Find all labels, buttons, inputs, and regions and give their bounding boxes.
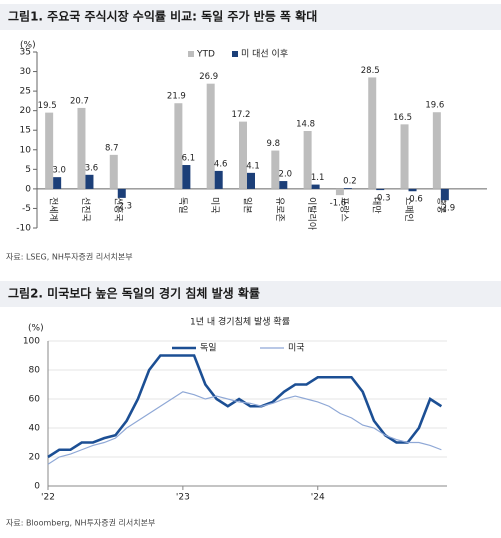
x-tick-label: 전세계 bbox=[48, 197, 60, 222]
bar bbox=[239, 121, 247, 189]
value-label: 8.7 bbox=[105, 143, 119, 153]
x-tick-label: 대만 bbox=[371, 197, 382, 214]
y-tick-label: 5 bbox=[25, 165, 31, 175]
y-tick-label: 15 bbox=[20, 126, 31, 136]
y-tick-label: -10 bbox=[16, 224, 31, 234]
value-label: 26.9 bbox=[199, 72, 218, 82]
value-label: 3.0 bbox=[52, 166, 66, 176]
value-label: 9.8 bbox=[267, 139, 281, 149]
value-label: 1.1 bbox=[311, 173, 325, 183]
y-tick-label: 80 bbox=[29, 366, 41, 376]
figure-title: 그림1. 주요국 주식시장 수익률 비교: 독일 주가 반등 폭 확대 bbox=[8, 9, 317, 24]
legend-swatch bbox=[188, 51, 194, 57]
bar bbox=[335, 188, 344, 196]
y-tick-label: 100 bbox=[23, 337, 40, 347]
bar bbox=[174, 103, 183, 189]
value-label: 16.5 bbox=[393, 113, 412, 123]
title-band bbox=[0, 4, 501, 30]
bar bbox=[311, 184, 320, 189]
y-axis-unit: (%) bbox=[20, 41, 36, 51]
bar bbox=[440, 188, 449, 201]
x-tick-label: '23 bbox=[176, 493, 190, 503]
legend-swatch bbox=[232, 51, 238, 57]
bar bbox=[247, 172, 255, 189]
legend-label: 독일 bbox=[200, 343, 217, 354]
value-label: 4.1 bbox=[246, 161, 260, 171]
value-label: 20.7 bbox=[70, 96, 89, 106]
value-label: 0.2 bbox=[343, 177, 357, 187]
value-label: 6.1 bbox=[182, 154, 196, 164]
value-label: -1.6 bbox=[330, 199, 347, 209]
bar bbox=[432, 112, 441, 189]
bar bbox=[279, 181, 288, 189]
value-label: -2.3 bbox=[115, 201, 132, 211]
value-label: 21.9 bbox=[167, 92, 186, 102]
bar bbox=[117, 188, 126, 198]
bar bbox=[77, 107, 86, 189]
value-label: 17.2 bbox=[232, 110, 251, 120]
title-band bbox=[0, 281, 501, 307]
y-tick-label: 30 bbox=[20, 67, 32, 77]
legend-label: 미국 bbox=[288, 343, 305, 354]
y-tick-label: 25 bbox=[20, 87, 31, 97]
legend-label: 미 대선 이후 bbox=[241, 49, 288, 60]
bar bbox=[53, 177, 62, 189]
x-tick-label: 홍콩 bbox=[435, 197, 447, 214]
value-label: -0.6 bbox=[406, 195, 423, 205]
value-label: -2.9 bbox=[439, 204, 456, 214]
x-tick-label: '24 bbox=[311, 493, 325, 503]
source: 자료: Bloomberg, NH투자증권 리서치본부 bbox=[6, 518, 155, 528]
y-tick-label: 0 bbox=[25, 184, 31, 194]
bar bbox=[85, 174, 94, 189]
bar bbox=[376, 188, 385, 191]
bar bbox=[303, 131, 312, 189]
value-label: 4.6 bbox=[214, 159, 228, 169]
y-tick-label: 10 bbox=[20, 145, 32, 155]
x-tick-label: 프랑스 bbox=[338, 197, 350, 222]
x-tick-label: '22 bbox=[41, 493, 55, 503]
line bbox=[47, 391, 442, 465]
x-tick-label: 선진국 bbox=[80, 197, 91, 222]
y-tick-label: 60 bbox=[29, 395, 41, 405]
bar bbox=[206, 83, 215, 189]
y-tick-label: 20 bbox=[29, 453, 41, 463]
x-tick-label: 미국 bbox=[209, 197, 220, 214]
y-tick-label: 20 bbox=[20, 106, 32, 116]
bar bbox=[271, 150, 280, 189]
y-tick-label: 0 bbox=[34, 482, 40, 492]
x-tick-label: 유로존 bbox=[274, 197, 285, 222]
bar bbox=[400, 124, 409, 189]
value-label: 14.8 bbox=[296, 120, 315, 130]
value-label: 3.6 bbox=[85, 163, 99, 173]
bar bbox=[109, 154, 118, 189]
x-tick-label: 스페인 bbox=[403, 197, 414, 222]
value-label: 28.5 bbox=[361, 66, 380, 76]
bar bbox=[214, 170, 223, 189]
x-tick-label: 독일 bbox=[177, 197, 188, 214]
bar bbox=[45, 112, 54, 189]
bar bbox=[408, 188, 417, 192]
y-axis-unit: (%) bbox=[28, 324, 44, 334]
x-tick-label: 일본 bbox=[242, 197, 253, 214]
value-label: 19.5 bbox=[38, 101, 57, 111]
figure-title: 그림2. 미국보다 높은 독일의 경기 침체 발생 확률 bbox=[8, 286, 260, 301]
y-tick-label: 40 bbox=[29, 424, 41, 434]
x-tick-label: 신흥국 bbox=[112, 197, 124, 222]
bar bbox=[368, 77, 377, 189]
value-label: -0.3 bbox=[374, 194, 391, 204]
y-tick-label: 35 bbox=[20, 48, 31, 58]
legend-label: YTD bbox=[196, 50, 215, 60]
bar bbox=[343, 188, 352, 189]
value-label: 2.0 bbox=[279, 170, 293, 180]
source: 자료: LSEG, NH투자증권 리서치본부 bbox=[6, 252, 133, 262]
bar bbox=[182, 165, 191, 189]
chart-subtitle: 1년 내 경기침체 발생 확률 bbox=[190, 316, 290, 328]
x-tick-label: 이탈리아 bbox=[306, 197, 317, 231]
y-tick-label: -5 bbox=[22, 204, 31, 214]
value-label: 19.6 bbox=[425, 101, 444, 111]
